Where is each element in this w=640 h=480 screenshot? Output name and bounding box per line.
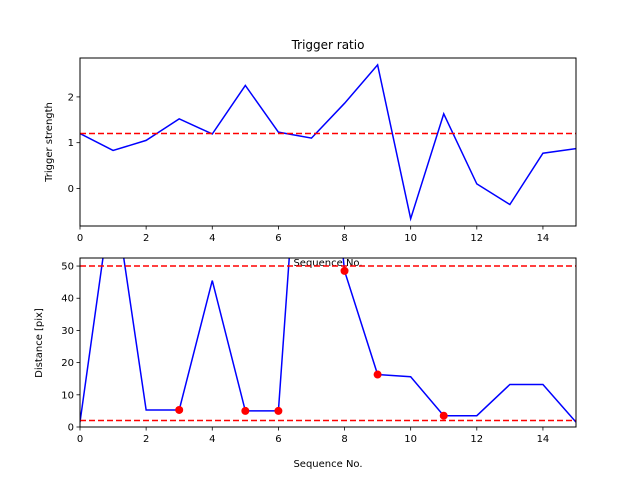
bottom-marker-point bbox=[373, 370, 382, 379]
bottom-axes-background bbox=[80, 251, 576, 258]
top-y-axis-label: Trigger strength bbox=[44, 102, 55, 183]
top-x-tick-label: 14 bbox=[537, 233, 550, 244]
bottom-x-tick-label: 12 bbox=[470, 434, 483, 445]
bottom-marker-point bbox=[175, 405, 184, 414]
bottom-y-tick-label: 20 bbox=[61, 358, 74, 369]
bottom-marker-point bbox=[340, 266, 349, 275]
bottom-x-tick-label: 6 bbox=[275, 434, 281, 445]
bottom-x-tick-label: 14 bbox=[537, 434, 550, 445]
bottom-series-line-0 bbox=[80, 258, 576, 423]
top-y-tick-label: 0 bbox=[68, 184, 74, 195]
top-chart-title: Trigger ratio bbox=[291, 38, 365, 52]
bottom-x-tick-label: 0 bbox=[77, 434, 83, 445]
top-x-tick-label: 6 bbox=[275, 233, 281, 244]
bottom-y-axis-label: Distance [pix] bbox=[34, 308, 45, 378]
bottom-marker-point bbox=[274, 406, 283, 415]
top-series-line-0 bbox=[80, 63, 576, 222]
top-x-tick-label: 2 bbox=[143, 233, 149, 244]
bottom-y-tick-label: 0 bbox=[68, 423, 74, 434]
bottom-x-tick-label: 8 bbox=[341, 434, 347, 445]
bottom-y-tick-label: 40 bbox=[61, 294, 74, 305]
bottom-axes-frame bbox=[79, 257, 577, 428]
bottom-x-tick-label: 2 bbox=[143, 434, 149, 445]
bottom-subplot: 0 2 4 6 8 10 12 14 0 10 20 30 40 50 Distance [pix] Se… bbox=[34, 251, 577, 470]
top-x-tick-label: 0 bbox=[77, 233, 83, 244]
bottom-x-tick-label: 4 bbox=[209, 434, 215, 445]
bottom-x-tick-label: 10 bbox=[404, 434, 417, 445]
top-y-tick-label: 2 bbox=[68, 92, 74, 103]
bottom-y-tick-label: 50 bbox=[61, 262, 74, 273]
top-x-tick-label: 12 bbox=[470, 233, 483, 244]
bottom-x-axis-label: Sequence No. bbox=[293, 459, 362, 470]
bottom-marker-point bbox=[439, 411, 448, 420]
top-x-axis-label: Sequence No. bbox=[293, 258, 362, 269]
bottom-y-tick-label: 30 bbox=[61, 326, 74, 337]
top-y-tick-label: 1 bbox=[68, 138, 74, 149]
top-axes-frame bbox=[79, 57, 577, 227]
bottom-y-tick-label: 10 bbox=[61, 390, 74, 401]
top-x-tick-label: 8 bbox=[341, 233, 347, 244]
top-x-tick-label: 4 bbox=[209, 233, 215, 244]
top-x-tick-label: 10 bbox=[404, 233, 417, 244]
bottom-marker-point bbox=[241, 406, 250, 415]
